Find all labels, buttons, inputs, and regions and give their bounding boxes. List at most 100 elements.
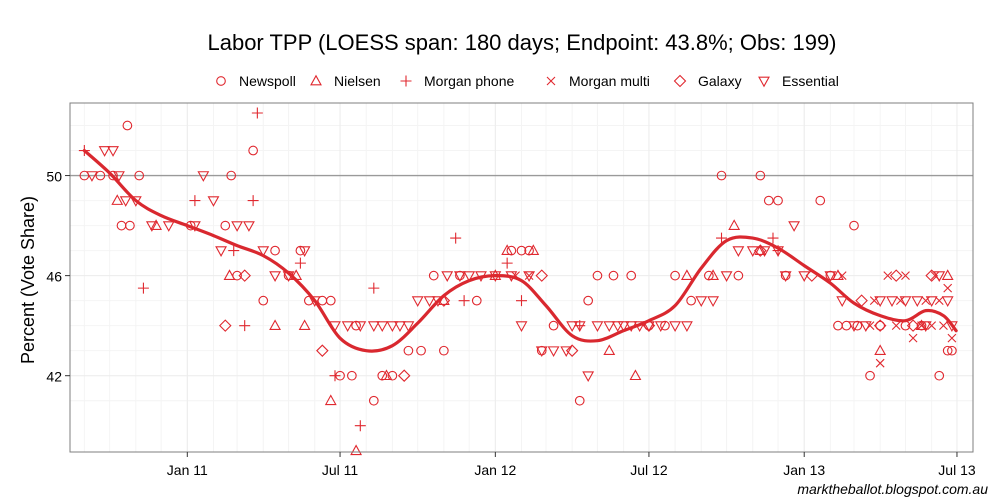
data-point [298, 246, 311, 257]
data-point [919, 321, 932, 332]
data-point [686, 295, 696, 306]
data-point [298, 319, 311, 331]
data-point [437, 294, 451, 307]
data-point [716, 232, 728, 244]
data-point [215, 246, 227, 257]
data-point [832, 269, 844, 280]
data-point [889, 269, 903, 282]
data-point [566, 321, 579, 332]
data-point [270, 245, 280, 256]
data-point [899, 296, 912, 307]
data-point [450, 232, 462, 244]
data-point [565, 344, 579, 357]
data-point [188, 221, 201, 232]
data-point [865, 370, 875, 381]
data-point [403, 345, 414, 356]
series-morgan-multi [511, 271, 957, 368]
legend-label: Morgan multi [569, 73, 650, 89]
data-point [773, 195, 783, 206]
data-point [463, 271, 476, 282]
y-tick-label: 50 [46, 169, 62, 185]
data-point [779, 271, 792, 282]
data-point [303, 295, 314, 306]
data-point [855, 294, 868, 307]
data-point [947, 345, 957, 356]
y-tick-label: 42 [46, 369, 62, 385]
data-point [874, 296, 887, 307]
legend-item: Morgan phone [400, 73, 515, 89]
data-point [354, 420, 366, 432]
data-point [354, 321, 367, 332]
data-point [669, 321, 682, 332]
legend-item: Essential [758, 73, 839, 89]
data-point [247, 195, 259, 207]
data-point [162, 221, 175, 232]
data-point [515, 321, 528, 332]
data-point [883, 271, 893, 281]
data-point [516, 245, 527, 256]
legend-item: Galaxy [673, 73, 742, 89]
data-point [248, 145, 258, 156]
data-point [137, 282, 149, 294]
data-point [695, 296, 708, 307]
data-point [242, 221, 255, 232]
data-point [591, 321, 604, 332]
loess-trend-line [82, 148, 958, 353]
data-point [257, 246, 270, 257]
data-point [368, 395, 379, 406]
data-point [915, 319, 928, 331]
data-point [873, 319, 887, 332]
data-point [397, 369, 411, 382]
data-point [329, 321, 341, 332]
points-layer [78, 107, 958, 456]
data-point [325, 295, 336, 306]
legend-label: Galaxy [698, 73, 742, 89]
data-point [824, 271, 837, 282]
data-point [547, 346, 560, 358]
data-point [934, 370, 945, 381]
y-axis-title: Percent (Vote Share) [18, 196, 38, 364]
legend-label: Morgan phone [424, 73, 515, 89]
x-tick-label: Jul 12 [630, 462, 668, 478]
data-point [875, 358, 885, 368]
data-point [772, 246, 784, 257]
data-point [220, 220, 231, 231]
data-point [316, 344, 329, 357]
data-point [933, 271, 946, 282]
data-point [294, 257, 306, 269]
data-point [441, 271, 454, 282]
data-point [341, 321, 354, 332]
data-point [943, 283, 953, 293]
data-point [324, 394, 337, 406]
data-point [548, 320, 559, 331]
data-point [129, 196, 142, 207]
data-point [535, 269, 549, 282]
data-point [119, 196, 132, 207]
data-point [471, 295, 482, 306]
data-point [560, 346, 573, 358]
data-point [527, 244, 540, 255]
data-point [380, 369, 393, 381]
data-point [432, 296, 444, 307]
data-point [869, 296, 879, 306]
data-point [908, 333, 918, 343]
data-point [258, 295, 269, 306]
data-point [603, 344, 616, 356]
legend-marker [546, 76, 556, 86]
x-tick-label: Jul 13 [938, 462, 976, 478]
data-point [815, 195, 826, 206]
legend-item: Newspoll [216, 73, 296, 89]
data-point [629, 369, 642, 381]
data-point [238, 269, 251, 282]
data-point [207, 196, 220, 207]
data-point [707, 269, 720, 280]
data-point [219, 319, 232, 332]
data-point [763, 195, 774, 206]
data-point [625, 321, 638, 332]
data-point [900, 320, 911, 331]
data-point [670, 270, 680, 281]
x-tick-label: Jan 13 [783, 462, 825, 478]
data-point [269, 319, 282, 331]
data-point [732, 246, 745, 257]
